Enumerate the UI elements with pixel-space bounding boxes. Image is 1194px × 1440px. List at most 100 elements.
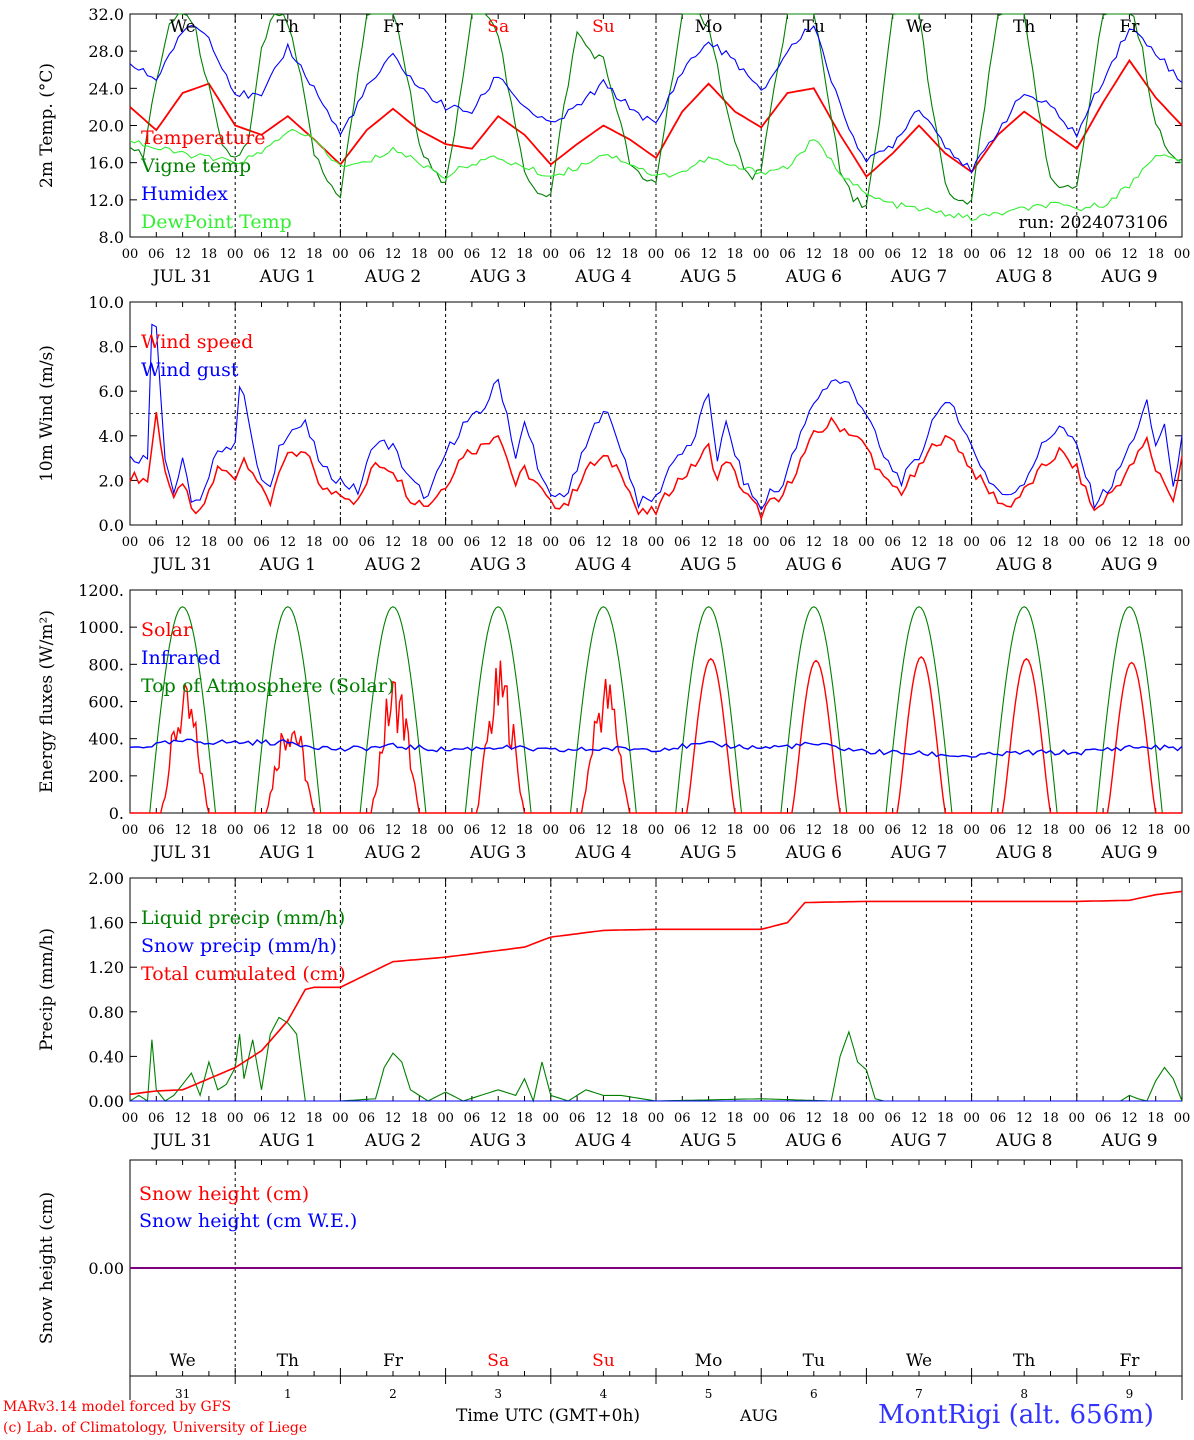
x-tick-label: 06: [464, 1111, 481, 1126]
x-tick-label: 12: [806, 247, 823, 262]
x-tick-label: 12: [806, 1111, 823, 1126]
x-tick-label: 00: [648, 535, 665, 550]
x-tick-label: 06: [779, 1111, 796, 1126]
x-tick-label: 12: [911, 1111, 928, 1126]
y-tick-label: 1.60: [88, 914, 124, 933]
y-tick-label: 800.: [88, 655, 124, 674]
lab-credit: (c) Lab. of Climatology, University of L…: [3, 1420, 308, 1436]
date-label: AUG 9: [1100, 267, 1157, 287]
y-tick-label: 32.0: [88, 5, 124, 24]
date-label: AUG 2: [364, 267, 421, 287]
x-tick-label: 12: [806, 823, 823, 838]
x-tick-label: 12: [911, 535, 928, 550]
x-tick-label: 06: [569, 823, 586, 838]
y-tick-label: 600.: [88, 693, 124, 712]
y-tick-label: 28.0: [88, 42, 124, 61]
day-number-label: 4: [600, 1387, 608, 1401]
x-tick-label: 12: [385, 535, 402, 550]
legend-solar: Solar: [141, 619, 193, 641]
weekday-label: Fr: [1119, 1351, 1140, 1371]
x-tick-label: 12: [280, 823, 297, 838]
x-tick-label: 00: [543, 247, 560, 262]
x-tick-label: 00: [227, 247, 244, 262]
y-axis-label: Snow height (cm): [37, 1192, 57, 1344]
x-tick-label: 06: [148, 1111, 165, 1126]
x-tick-label: 00: [122, 823, 139, 838]
x-tick-label: 18: [306, 535, 323, 550]
x-tick-label: 06: [358, 247, 375, 262]
day-number-label: 6: [810, 1387, 818, 1401]
y-tick-label: 400.: [88, 730, 124, 749]
legend-dewpoint-temp: DewPoint Temp: [141, 211, 292, 233]
x-tick-label: 18: [832, 535, 849, 550]
y-tick-label: 0.40: [88, 1047, 124, 1066]
series-total-cumulated-cm-: [129, 890, 1183, 1096]
x-tick-label: 12: [1121, 823, 1138, 838]
x-tick-label: 18: [727, 1111, 744, 1126]
weekday-label: Fr: [383, 1351, 404, 1371]
y-tick-label: 1200.: [78, 581, 124, 600]
date-label: AUG 6: [785, 555, 842, 575]
x-tick-label: 18: [832, 823, 849, 838]
x-tick-label: 18: [621, 1111, 638, 1126]
x-tick-label: 18: [306, 1111, 323, 1126]
x-tick-label: 00: [858, 823, 875, 838]
x-tick-label: 12: [385, 247, 402, 262]
legend-snow-height-cm-: Snow height (cm): [139, 1183, 309, 1205]
x-tick-label: 00: [122, 535, 139, 550]
panel-2: 10.0 8.0 6.0 4.0 2.0 0.0 10m Wind (m/s) 00 06 12 1…: [37, 293, 1190, 575]
date-label: AUG 3: [469, 555, 526, 575]
weekday-label: Fr: [383, 17, 404, 37]
legend-humidex: Humidex: [141, 183, 228, 205]
x-tick-label: 00: [437, 247, 454, 262]
plot-frame: [129, 13, 1183, 238]
x-tick-label: 12: [385, 1111, 402, 1126]
weekday-label: Su: [592, 1351, 615, 1371]
x-tick-label: 00: [1174, 535, 1191, 550]
date-label: AUG 4: [574, 267, 631, 287]
day-number-label: 8: [1020, 1387, 1028, 1401]
day-number-label: 2: [389, 1387, 397, 1401]
x-tick-label: 12: [174, 247, 191, 262]
x-tick-label: 18: [411, 823, 428, 838]
x-tick-label: 18: [1147, 247, 1164, 262]
x-tick-label: 12: [174, 823, 191, 838]
x-tick-label: 12: [700, 535, 717, 550]
x-tick-label: 06: [884, 535, 901, 550]
x-tick-label: 00: [963, 1111, 980, 1126]
x-tick-label: 18: [937, 823, 954, 838]
weekday-label: Sa: [487, 1351, 509, 1371]
x-tick-label: 00: [332, 1111, 349, 1126]
x-tick-label: 06: [358, 1111, 375, 1126]
x-tick-label: 00: [543, 823, 560, 838]
x-tick-label: 12: [174, 535, 191, 550]
legend-wind-speed: Wind speed: [141, 331, 253, 353]
date-label: AUG 1: [259, 555, 316, 575]
run-label: run: 2024073106: [1019, 213, 1168, 233]
date-label: AUG 8: [995, 555, 1052, 575]
x-tick-label: 00: [963, 535, 980, 550]
x-tick-label: 00: [543, 1111, 560, 1126]
x-tick-label: 18: [1147, 1111, 1164, 1126]
x-tick-label: 00: [648, 247, 665, 262]
date-label: AUG 6: [785, 1131, 842, 1151]
x-tick-label: 06: [464, 535, 481, 550]
x-tick-label: 00: [858, 535, 875, 550]
date-label: AUG 4: [574, 843, 631, 863]
x-tick-label: 00: [753, 535, 770, 550]
x-tick-label: 00: [753, 247, 770, 262]
x-tick-label: 06: [253, 247, 270, 262]
x-tick-label: 18: [621, 247, 638, 262]
legend-wind-gust: Wind gust: [141, 359, 239, 381]
x-tick-label: 18: [411, 535, 428, 550]
legend-snow-height-cm-w-e-: Snow height (cm W.E.): [139, 1210, 357, 1232]
x-tick-label: 18: [201, 247, 218, 262]
x-tick-label: 00: [227, 535, 244, 550]
day-number-label: 9: [1126, 1387, 1134, 1401]
x-tick-label: 06: [358, 535, 375, 550]
series-infrared: [129, 738, 1183, 758]
x-tick-label: 12: [490, 823, 507, 838]
weekday-label: We: [170, 1351, 196, 1371]
x-tick-label: 00: [1069, 535, 1086, 550]
